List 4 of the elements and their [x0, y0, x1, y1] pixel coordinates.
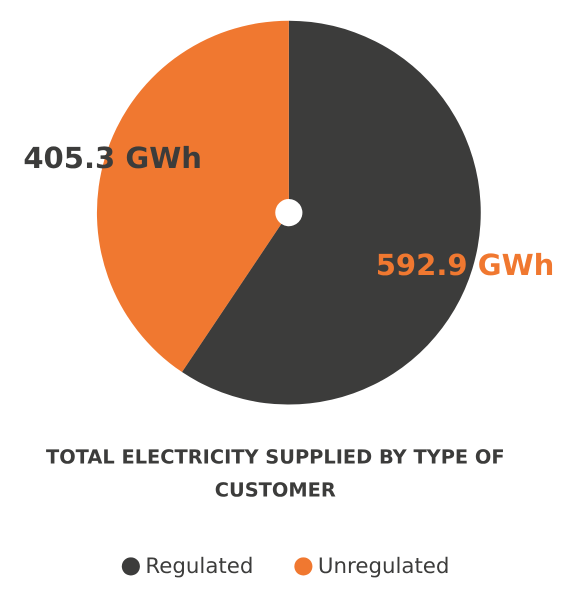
legend-label: Regulated	[145, 554, 254, 580]
text: TOTAL ELECTRICITY SUPPLIED BY TYPE OF CUSTOMER	[46, 446, 505, 502]
data-label: 592.9 GWh	[376, 248, 554, 282]
legend-label: Unregulated	[318, 554, 450, 580]
